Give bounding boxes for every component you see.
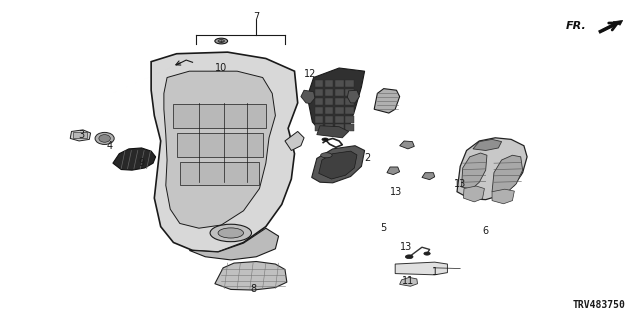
Text: 10: 10 [215, 63, 227, 73]
Polygon shape [399, 277, 417, 286]
Polygon shape [346, 98, 354, 105]
Polygon shape [164, 71, 275, 228]
Text: 12: 12 [304, 69, 317, 79]
Polygon shape [307, 68, 365, 136]
Polygon shape [177, 133, 262, 157]
Polygon shape [325, 98, 333, 105]
Polygon shape [325, 116, 333, 123]
Polygon shape [317, 126, 349, 138]
Ellipse shape [210, 224, 252, 242]
Polygon shape [315, 80, 323, 87]
Polygon shape [180, 162, 259, 185]
Ellipse shape [424, 252, 430, 255]
Polygon shape [325, 124, 333, 132]
Polygon shape [346, 124, 354, 132]
Text: 5: 5 [381, 223, 387, 233]
Polygon shape [492, 189, 515, 204]
Polygon shape [319, 151, 357, 179]
Polygon shape [315, 107, 323, 114]
Polygon shape [315, 98, 323, 105]
Polygon shape [335, 80, 344, 87]
Polygon shape [312, 146, 365, 183]
Polygon shape [395, 262, 447, 275]
Text: 7: 7 [253, 12, 259, 22]
Ellipse shape [99, 135, 110, 142]
Ellipse shape [322, 138, 328, 141]
Polygon shape [325, 107, 333, 114]
Polygon shape [335, 107, 344, 114]
Polygon shape [301, 90, 315, 104]
Polygon shape [215, 261, 287, 290]
Text: 8: 8 [250, 284, 256, 294]
Polygon shape [70, 130, 91, 141]
Polygon shape [335, 98, 344, 105]
Polygon shape [173, 105, 266, 128]
Polygon shape [422, 173, 435, 180]
Polygon shape [399, 141, 414, 149]
Ellipse shape [405, 255, 413, 259]
Polygon shape [315, 116, 323, 123]
Polygon shape [387, 167, 399, 175]
Polygon shape [113, 148, 156, 170]
Polygon shape [346, 107, 354, 114]
Ellipse shape [95, 132, 114, 144]
Polygon shape [335, 89, 344, 96]
Text: 2: 2 [365, 153, 371, 164]
Polygon shape [461, 153, 487, 189]
Text: 9: 9 [138, 158, 145, 168]
Ellipse shape [218, 228, 244, 238]
Text: 3: 3 [78, 130, 84, 140]
Text: FR.: FR. [566, 21, 586, 31]
Polygon shape [473, 140, 502, 150]
Polygon shape [151, 52, 298, 252]
Ellipse shape [321, 153, 332, 158]
Polygon shape [348, 90, 360, 103]
Polygon shape [346, 80, 354, 87]
Ellipse shape [218, 40, 225, 43]
Text: 13: 13 [390, 187, 403, 197]
Ellipse shape [215, 38, 228, 44]
Polygon shape [325, 80, 333, 87]
Polygon shape [189, 228, 278, 260]
Polygon shape [285, 132, 304, 150]
Polygon shape [325, 89, 333, 96]
Text: 11: 11 [402, 276, 414, 286]
Polygon shape [457, 138, 527, 200]
Polygon shape [346, 116, 354, 123]
Polygon shape [492, 155, 523, 196]
Polygon shape [335, 116, 344, 123]
Polygon shape [613, 20, 623, 25]
Polygon shape [335, 124, 344, 132]
Polygon shape [315, 124, 323, 132]
Polygon shape [315, 89, 323, 96]
Text: 13: 13 [454, 179, 467, 189]
Text: TRV483750: TRV483750 [573, 300, 626, 310]
Polygon shape [463, 186, 484, 202]
Text: 13: 13 [400, 242, 412, 252]
Text: 4: 4 [107, 141, 113, 151]
Polygon shape [374, 89, 399, 113]
Text: 1: 1 [431, 267, 438, 277]
Polygon shape [74, 132, 88, 138]
Polygon shape [346, 89, 354, 96]
Text: 6: 6 [483, 226, 489, 236]
